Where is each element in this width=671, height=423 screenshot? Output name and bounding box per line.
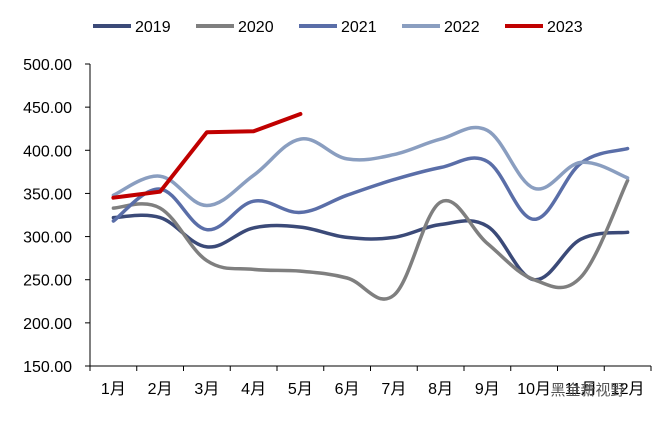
legend-label-2021: 2021 xyxy=(341,19,377,36)
y-tick-label: 350.00 xyxy=(23,186,72,203)
legend: 2019 2020 2021 2022 2023 xyxy=(93,19,583,36)
x-axis-ticks: 1月 2月 3月 4月 5月 6月 7月 8月 9月 10月 11月 12月 xyxy=(89,366,652,398)
y-tick-label: 250.00 xyxy=(23,273,72,290)
x-tick-label: 6月 xyxy=(335,381,360,398)
x-tick-label: 4月 xyxy=(241,381,266,398)
plot-area: 150.00 200.00 250.00 300.00 350.00 400.00 450.… xyxy=(23,57,652,398)
y-tick-label: 500.00 xyxy=(23,57,72,74)
legend-label-2019: 2019 xyxy=(135,19,171,36)
x-tick-label: 9月 xyxy=(475,381,500,398)
y-tick-label: 400.00 xyxy=(23,143,72,160)
series-line-2021 xyxy=(111,146,630,232)
legend-label-2022: 2022 xyxy=(444,19,480,36)
y-tick-label: 150.00 xyxy=(23,359,72,376)
y-axis-ticks: 150.00 200.00 250.00 300.00 350.00 400.00 450.… xyxy=(23,57,90,376)
series-lines xyxy=(111,112,630,301)
x-tick-label: 1月 xyxy=(101,381,126,398)
x-tick-label: 5月 xyxy=(288,381,313,398)
x-tick-label: 8月 xyxy=(428,381,453,398)
x-tick-label: 2月 xyxy=(148,381,173,398)
x-tick-label: 12月 xyxy=(611,381,645,398)
legend-label-2023: 2023 xyxy=(547,19,583,36)
series-line-2022 xyxy=(111,125,630,208)
watermark: 黑金新视野 xyxy=(550,381,625,399)
x-tick-label: 3月 xyxy=(194,381,219,398)
legend-label-2020: 2020 xyxy=(238,19,274,36)
x-tick-label: 7月 xyxy=(381,381,406,398)
y-tick-label: 300.00 xyxy=(23,230,72,247)
x-tick-label: 10月 xyxy=(517,381,551,398)
series-line-2023 xyxy=(111,112,303,200)
series-line-2020 xyxy=(111,178,630,301)
y-tick-label: 200.00 xyxy=(23,316,72,333)
y-tick-label: 450.00 xyxy=(23,100,72,117)
series-line-2019 xyxy=(111,213,630,282)
x-tick-label: 11月 xyxy=(565,381,598,398)
